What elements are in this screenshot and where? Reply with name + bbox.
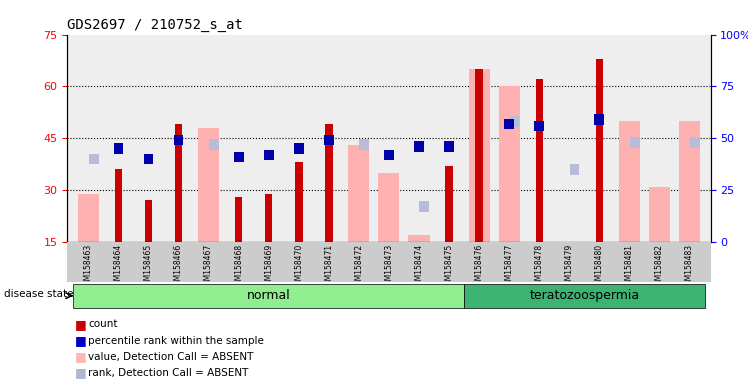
- Text: teratozoospermia: teratozoospermia: [530, 289, 640, 302]
- Text: GSM158469: GSM158469: [264, 244, 273, 290]
- Text: GSM158468: GSM158468: [234, 244, 243, 290]
- Bar: [378, 173, 399, 242]
- Text: GSM158463: GSM158463: [84, 244, 93, 290]
- Bar: [209, 139, 218, 150]
- Bar: [144, 154, 153, 164]
- Text: GSM158470: GSM158470: [294, 244, 303, 290]
- Bar: [324, 135, 334, 146]
- Bar: [476, 69, 483, 242]
- Bar: [384, 150, 394, 160]
- Bar: [144, 200, 153, 242]
- Bar: [114, 169, 122, 242]
- Bar: [420, 202, 429, 212]
- Bar: [174, 135, 183, 146]
- Bar: [114, 144, 123, 154]
- Text: GSM158464: GSM158464: [114, 244, 123, 290]
- Text: GSM158481: GSM158481: [625, 244, 634, 290]
- Text: GSM158480: GSM158480: [595, 244, 604, 290]
- Text: GDS2697 / 210752_s_at: GDS2697 / 210752_s_at: [67, 18, 243, 32]
- Text: value, Detection Call = ABSENT: value, Detection Call = ABSENT: [88, 352, 254, 362]
- Text: GSM158478: GSM158478: [535, 244, 544, 290]
- Text: count: count: [88, 319, 117, 329]
- Bar: [570, 164, 580, 175]
- Bar: [444, 141, 454, 152]
- Text: GSM158476: GSM158476: [475, 244, 484, 290]
- Bar: [359, 139, 369, 150]
- Text: GSM158471: GSM158471: [325, 244, 334, 290]
- Text: GSM158473: GSM158473: [384, 244, 393, 290]
- Text: GSM158479: GSM158479: [565, 244, 574, 290]
- Bar: [264, 150, 274, 160]
- Bar: [690, 137, 699, 147]
- Text: GSM158472: GSM158472: [355, 244, 364, 290]
- Bar: [445, 166, 453, 242]
- Text: normal: normal: [247, 289, 290, 302]
- Bar: [536, 79, 543, 242]
- Text: GSM158466: GSM158466: [174, 244, 183, 290]
- Text: GSM158483: GSM158483: [685, 244, 694, 290]
- Text: GSM158482: GSM158482: [655, 244, 664, 290]
- Bar: [175, 124, 183, 242]
- Bar: [509, 116, 519, 127]
- Text: ■: ■: [75, 334, 87, 347]
- Bar: [265, 194, 272, 242]
- Text: GSM158475: GSM158475: [444, 244, 453, 290]
- Text: rank, Detection Call = ABSENT: rank, Detection Call = ABSENT: [88, 368, 248, 378]
- Bar: [679, 121, 700, 242]
- Bar: [534, 121, 544, 131]
- Bar: [295, 162, 302, 242]
- Text: GSM158467: GSM158467: [204, 244, 213, 290]
- Bar: [504, 119, 514, 129]
- Bar: [235, 197, 242, 242]
- Bar: [595, 114, 604, 125]
- Bar: [325, 124, 333, 242]
- Bar: [468, 69, 490, 242]
- Text: ■: ■: [75, 350, 87, 363]
- Bar: [294, 144, 304, 154]
- Bar: [73, 283, 464, 308]
- Bar: [619, 121, 640, 242]
- Bar: [408, 235, 429, 242]
- Bar: [349, 145, 370, 242]
- Text: ■: ■: [75, 318, 87, 331]
- Bar: [234, 152, 244, 162]
- Text: percentile rank within the sample: percentile rank within the sample: [88, 336, 264, 346]
- Text: disease state: disease state: [4, 289, 73, 299]
- Bar: [78, 194, 99, 242]
- Bar: [630, 137, 640, 147]
- Bar: [464, 283, 705, 308]
- Bar: [595, 59, 603, 242]
- Text: GSM158465: GSM158465: [144, 244, 153, 290]
- Text: GSM158477: GSM158477: [505, 244, 514, 290]
- Text: GSM158474: GSM158474: [414, 244, 423, 290]
- Text: ■: ■: [75, 366, 87, 379]
- Bar: [414, 141, 424, 152]
- Bar: [89, 154, 99, 164]
- Bar: [198, 128, 219, 242]
- Bar: [649, 187, 670, 242]
- Bar: [499, 86, 520, 242]
